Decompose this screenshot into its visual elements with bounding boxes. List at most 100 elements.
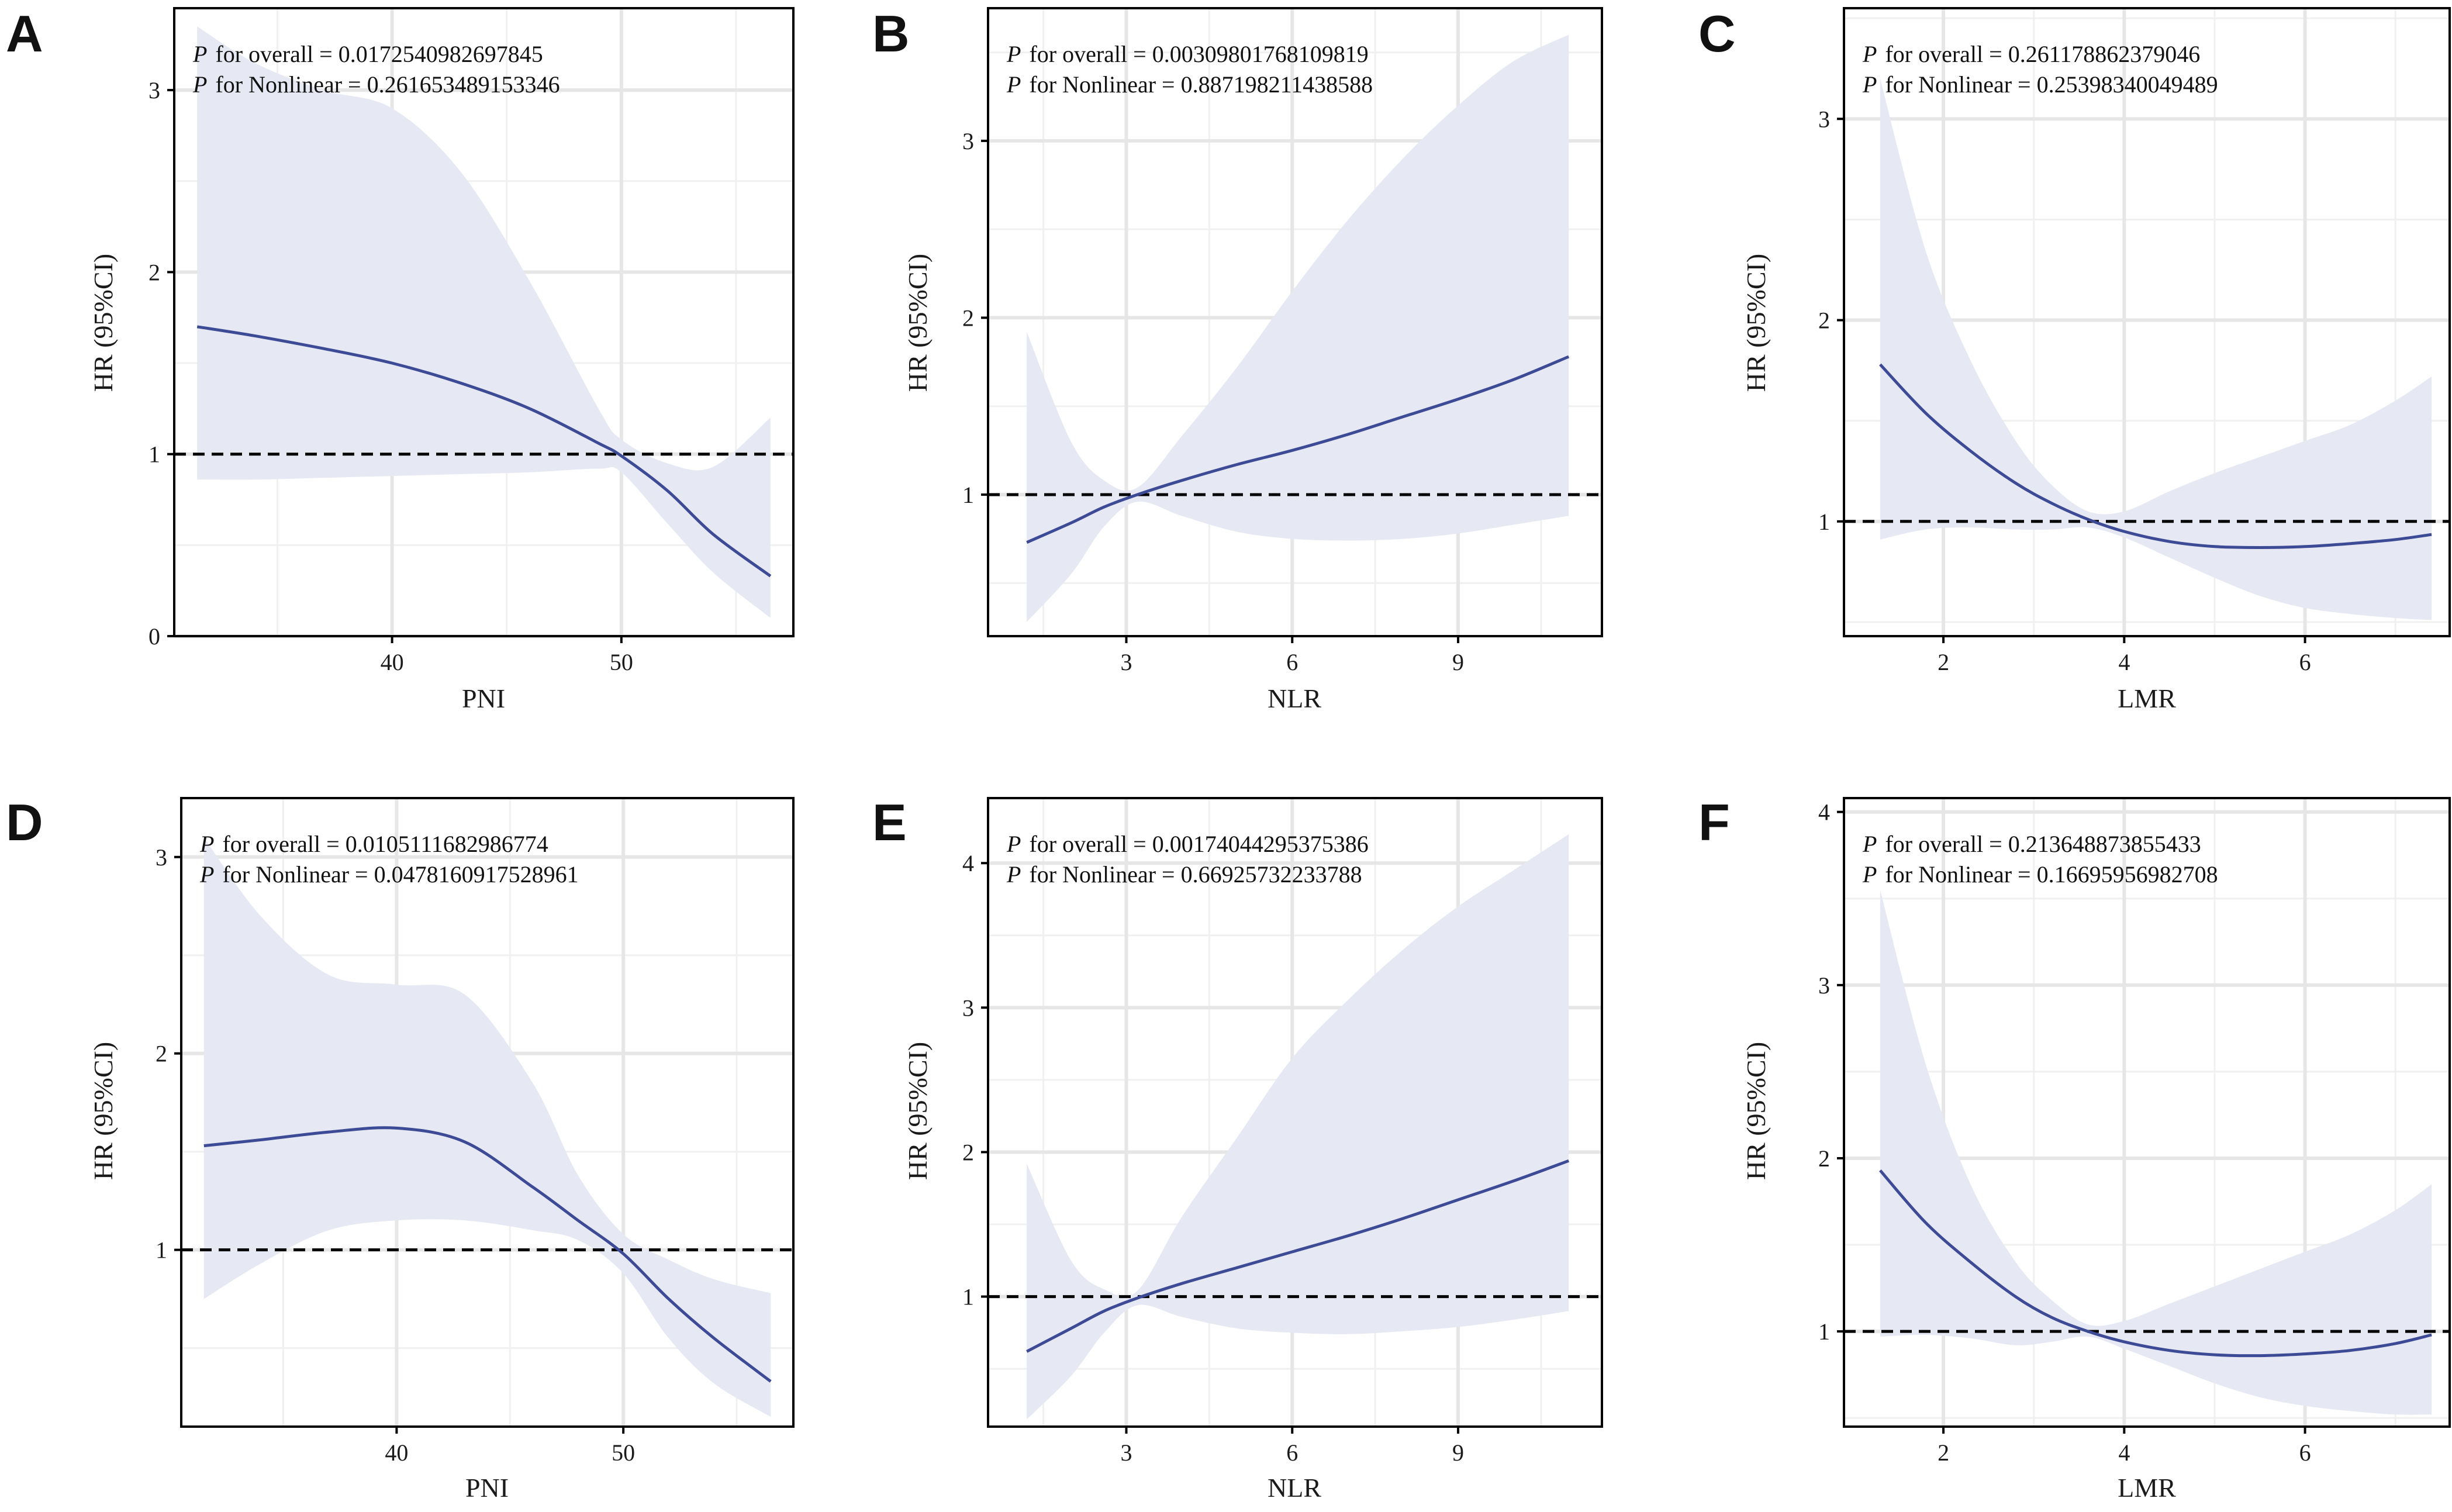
ci-band <box>1027 834 1569 1420</box>
x-tick-label: 4 <box>2118 649 2130 675</box>
p-overall-value: for overall = 0.261178862379046 <box>1885 41 2200 67</box>
plot-frame <box>180 797 795 1428</box>
plot-frame <box>987 7 1603 637</box>
y-tick-label: 2 <box>156 1041 167 1067</box>
panel-letter: D <box>6 793 43 851</box>
x-tick-label: 2 <box>1938 649 1949 675</box>
x-axis-title: NLR <box>1268 1473 1321 1503</box>
p-symbol: P <box>1006 831 1021 857</box>
plot-frame <box>1843 7 2451 637</box>
panel-letter: E <box>872 793 907 851</box>
p-symbol: P <box>1862 41 1877 67</box>
hr-curve <box>203 1126 772 1383</box>
y-tick-label: 2 <box>962 1139 974 1165</box>
x-tick-label: 6 <box>2299 1439 2311 1466</box>
hr-curve <box>1026 1159 1570 1353</box>
p-symbol: P <box>1862 861 1877 888</box>
y-tick-label: 3 <box>156 844 167 871</box>
plot-frame <box>987 797 1603 1428</box>
hr-curve <box>1879 363 2432 549</box>
y-tick-label: 2 <box>1818 308 1830 334</box>
x-axis-title: PNI <box>465 1473 509 1503</box>
ci-band <box>197 26 771 618</box>
y-tick-label: 2 <box>962 305 974 331</box>
p-symbol: P <box>1862 71 1877 98</box>
p-overall-value: for overall = 0.00174044295375386 <box>1029 831 1368 857</box>
p-nonlinear-value: for Nonlinear = 0.16695956982708 <box>1885 861 2218 888</box>
y-tick-label: 1 <box>1818 509 1830 535</box>
y-tick-label: 3 <box>1818 106 1830 132</box>
x-tick-label: 40 <box>385 1439 408 1466</box>
plot-frame <box>1843 797 2451 1428</box>
y-axis-title: HR (95%CI) <box>1741 1042 1771 1180</box>
panel-d: 40 50 1 2 3 P for overall = 0.0105111682986774… <box>6 793 795 1503</box>
y-tick-label: 3 <box>148 77 160 103</box>
p-symbol: P <box>1006 41 1021 67</box>
y-tick-label: 1 <box>962 1284 974 1310</box>
p-nonlinear-value: for Nonlinear = 0.887198211438588 <box>1029 71 1373 98</box>
p-nonlinear-value: for Nonlinear = 0.25398340049489 <box>1885 71 2218 98</box>
p-overall-value: for overall = 0.213648873855433 <box>1885 831 2201 857</box>
panel-letter: B <box>872 5 910 63</box>
x-tick-label: 4 <box>2118 1439 2130 1466</box>
y-axis-title: HR (95%CI) <box>903 1042 933 1180</box>
x-axis-title: LMR <box>2118 1473 2176 1503</box>
x-tick-label: 40 <box>381 649 404 675</box>
p-overall-value: for overall = 0.00309801768109819 <box>1029 41 1368 67</box>
x-tick-label: 3 <box>1120 649 1132 675</box>
y-axis-title: HR (95%CI) <box>88 254 118 392</box>
x-axis-title: PNI <box>462 683 505 713</box>
y-axis-title: HR (95%CI) <box>1741 254 1771 392</box>
x-axis-title: LMR <box>2118 683 2176 713</box>
x-tick-label: 9 <box>1452 649 1464 675</box>
p-symbol: P <box>1006 861 1021 888</box>
hr-curve <box>1879 1169 2432 1358</box>
x-axis-title: NLR <box>1268 683 1321 713</box>
panel-letter: A <box>6 5 43 63</box>
plot-frame <box>173 7 795 637</box>
y-tick-label: 0 <box>148 623 160 650</box>
panel-letter: F <box>1698 793 1730 851</box>
y-tick-label: 1 <box>148 441 160 468</box>
x-tick-label: 6 <box>2299 649 2311 675</box>
y-axis-title: HR (95%CI) <box>88 1042 118 1180</box>
p-symbol: P <box>1006 71 1021 98</box>
y-tick-label: 4 <box>1818 799 1830 826</box>
x-tick-label: 50 <box>610 649 633 675</box>
p-nonlinear-value: for Nonlinear = 0.66925732233788 <box>1029 861 1362 888</box>
y-tick-label: 1 <box>156 1237 167 1264</box>
ci-band <box>1880 890 2432 1415</box>
hr-curve <box>196 325 772 578</box>
y-tick-label: 3 <box>1818 972 1830 999</box>
x-tick-label: 6 <box>1286 1439 1298 1466</box>
x-tick-label: 3 <box>1120 1439 1132 1466</box>
x-tick-label: 6 <box>1286 649 1298 675</box>
y-axis-title: HR (95%CI) <box>903 254 933 392</box>
y-tick-label: 1 <box>962 482 974 508</box>
p-overall-value: for overall = 0.0172540982697845 <box>215 41 543 67</box>
p-symbol: P <box>199 831 214 857</box>
x-tick-label: 9 <box>1452 1439 1464 1466</box>
x-tick-label: 50 <box>612 1439 635 1466</box>
panel-letter: C <box>1698 5 1736 63</box>
y-tick-label: 3 <box>962 128 974 154</box>
p-symbol: P <box>199 861 214 888</box>
p-symbol: P <box>1862 831 1877 857</box>
y-tick-label: 1 <box>1818 1318 1830 1345</box>
